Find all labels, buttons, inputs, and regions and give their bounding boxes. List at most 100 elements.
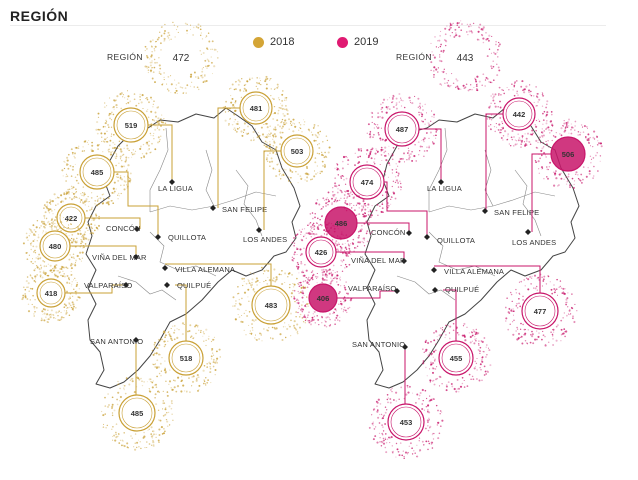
city-diamond-icon [164, 282, 170, 288]
city-marker-group: SAN ANTONIO 453 [352, 340, 444, 460]
city-marker-group: LOS ANDES 503 [243, 118, 331, 244]
city-label: SAN ANTONIO [352, 340, 405, 349]
city-marker-group: VILLA ALEMANA 477 [431, 265, 578, 347]
region-label: REGIÓN [396, 52, 432, 62]
city-diamond-icon [155, 234, 161, 240]
city-marker-group: QUILLOTA 485 [61, 136, 206, 242]
bubble-value: 442 [513, 110, 526, 119]
city-diamond-icon [482, 208, 488, 214]
value-bubble-ring [42, 233, 68, 259]
bubble-value: 485 [91, 168, 104, 177]
bubble-value: 506 [562, 150, 575, 159]
city-diamond-icon [134, 226, 140, 232]
value-bubble [387, 403, 425, 441]
bubble-value: 519 [125, 121, 138, 130]
legend-swatch-2018 [253, 36, 264, 48]
bubble-value: 406 [317, 294, 330, 303]
value-bubble [349, 164, 385, 200]
bubble-value: 426 [315, 248, 328, 257]
region-summary-2018: REGIÓN 472 [107, 21, 219, 95]
bubble-value: 485 [131, 409, 144, 418]
value-bubble-ring [505, 100, 533, 128]
city-marker-group: LA LIGUA 519 [95, 90, 193, 193]
city-diamond-icon [256, 227, 262, 233]
title-divider [10, 25, 606, 26]
city-label: VILLA ALEMANA [175, 265, 235, 274]
city-label: VILLA ALEMANA [444, 267, 504, 276]
commune-border [514, 169, 542, 237]
value-bubble [79, 154, 115, 190]
value-bubble-ring [441, 343, 471, 373]
value-bubble-ring [121, 397, 153, 429]
city-diamond-icon [133, 337, 139, 343]
connector-line [485, 113, 503, 211]
city-marker-group: VALPARAÍSO 418 [21, 264, 132, 323]
city-label: VALPARAÍSO [348, 284, 396, 293]
commune-border [149, 127, 169, 212]
city-marker-group: LA LIGUA 487 [366, 93, 462, 193]
bubble-value: 518 [180, 354, 193, 363]
connector-line [165, 263, 272, 286]
bubble-value: 477 [534, 307, 547, 316]
city-label: SAN FELIPE [222, 205, 267, 214]
city-diamond-icon [406, 230, 412, 236]
connector-line [357, 222, 410, 233]
commune-border [428, 127, 448, 212]
city-label: LOS ANDES [512, 238, 556, 247]
value-bubble [168, 340, 204, 376]
value-bubble-ring [352, 167, 382, 197]
commune-border [235, 169, 263, 237]
city-diamond-icon [123, 282, 129, 288]
city-marker-group: QUILLOTA 474 [332, 147, 475, 245]
connector-line [148, 124, 173, 182]
connector-line [419, 128, 442, 182]
connector-line [175, 284, 187, 341]
city-label: QUILPUÉ [445, 285, 479, 294]
value-bubble-ring [116, 110, 146, 140]
value-bubble [305, 236, 337, 268]
bubble-value: 453 [400, 418, 413, 427]
connector-line [114, 171, 159, 237]
city-label: SAN FELIPE [494, 208, 539, 217]
value-bubble [308, 283, 338, 313]
connector-line [443, 289, 457, 341]
city-marker-group: SAN ANTONIO 485 [90, 337, 174, 451]
commune-border [396, 275, 456, 301]
value-bubble-ring [39, 281, 63, 305]
value-bubble-ring [387, 114, 417, 144]
value-bubble-ring [171, 343, 201, 373]
connector-line [337, 290, 397, 299]
city-diamond-icon [402, 344, 408, 350]
city-marker-group: SAN FELIPE 481 [210, 75, 289, 214]
legend-swatch-2019 [337, 36, 348, 48]
city-diamond-icon [431, 267, 437, 273]
city-label: LA LIGUA [158, 184, 193, 193]
region-value: 472 [173, 53, 190, 64]
city-label: VIÑA DEL MAR [351, 256, 406, 265]
city-label: SAN ANTONIO [90, 337, 143, 346]
city-marker-group: LOS ANDES 506 [512, 118, 603, 247]
bubble-value: 480 [49, 242, 62, 251]
bubble-value: 418 [45, 289, 58, 298]
value-bubble [521, 292, 559, 330]
city-marker-group: VILLA ALEMANA 483 [162, 263, 310, 342]
city-marker-group: CONCÓN 422 [42, 188, 141, 248]
city-label: QUILLOTA [168, 233, 206, 242]
city-marker-group: SAN FELIPE 442 [482, 80, 553, 217]
value-bubble [39, 230, 71, 262]
value-bubble [239, 91, 273, 125]
city-label: CONCÓN [371, 228, 406, 237]
region-outline [85, 107, 301, 389]
city-diamond-icon [133, 254, 139, 260]
city-diamond-icon [169, 179, 175, 185]
value-bubble [384, 111, 420, 147]
bubble-value: 481 [250, 104, 263, 113]
connector-line [65, 284, 126, 294]
value-bubble-ring [254, 288, 288, 322]
city-marker-group: VIÑA DEL MAR 480 [22, 214, 147, 278]
city-diamond-icon [438, 179, 444, 185]
legend-label-2019: 2019 [354, 36, 379, 48]
legend-label-2018: 2018 [270, 36, 295, 48]
